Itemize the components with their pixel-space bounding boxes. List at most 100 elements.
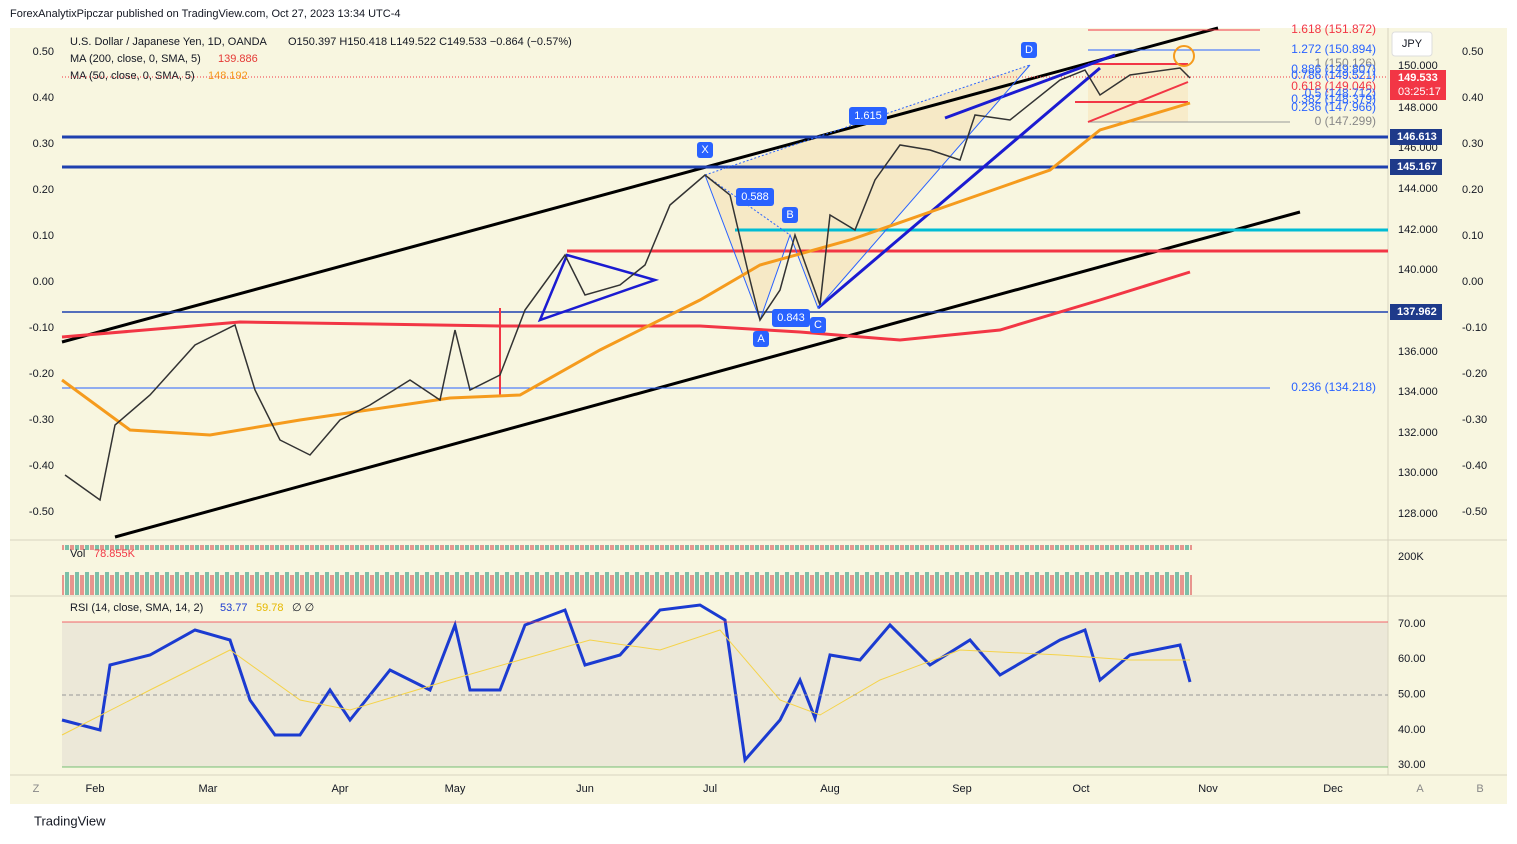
ma50-value: 148.192 (208, 70, 248, 82)
left-axis-label: -0.20 (29, 368, 54, 380)
month-label: Jun (576, 783, 594, 795)
zoom-button[interactable]: Z (33, 783, 40, 795)
right-axis-label: 136.000 (1398, 346, 1438, 358)
rsi-extra: ∅ ∅ (292, 602, 314, 614)
fib-label: 0.236 (147.966) (1291, 100, 1376, 114)
pattern-badge (753, 331, 769, 347)
currency-button[interactable] (1391, 31, 1433, 57)
level-tag (1390, 159, 1442, 175)
ma200-label: MA (200, close, 0, SMA, 5) (70, 53, 201, 65)
right-axis-label: 128.000 (1398, 508, 1438, 520)
right-axis-label: 144.000 (1398, 183, 1438, 195)
month-label: Feb (86, 783, 105, 795)
rsi-tick: 70.00 (1398, 618, 1426, 630)
left-axis-label: -0.50 (29, 506, 54, 518)
level-tag (1390, 304, 1442, 320)
rsi-value: 53.77 (220, 602, 248, 614)
fib-label: 0.382 (148.379) (1291, 92, 1376, 106)
left-axis-label: 0.10 (33, 230, 54, 242)
far-axis-label: 0.10 (1462, 230, 1483, 242)
rsi-tick: 40.00 (1398, 724, 1426, 736)
last-price: 149.533 (1398, 72, 1438, 84)
far-axis-label: 0.50 (1462, 46, 1483, 58)
far-axis-label: 0.40 (1462, 92, 1483, 104)
countdown: 03:25:17 (1398, 86, 1441, 98)
far-axis-label: -0.50 (1462, 506, 1487, 518)
pattern-badge (1021, 42, 1037, 58)
brand: TradingView (34, 813, 106, 828)
right-axis-label: 134.000 (1398, 386, 1438, 398)
currency[interactable]: JPY (1402, 38, 1423, 50)
left-axis-label: -0.30 (29, 414, 54, 426)
left-axis-label: 0.50 (33, 46, 54, 58)
month-label: Aug (820, 783, 840, 795)
rsi-tick: 60.00 (1398, 653, 1426, 665)
left-axis-label: 0.30 (33, 138, 54, 150)
ohlc: O150.397 H150.418 L149.522 C149.533 −0.8… (288, 36, 572, 48)
month-label: Dec (1323, 783, 1343, 795)
ma50-label: MA (50, close, 0, SMA, 5) (70, 70, 195, 82)
right-axis-label: 140.000 (1398, 264, 1438, 276)
far-axis-label: 0.20 (1462, 184, 1483, 196)
ratio-label: 1.615 (854, 110, 882, 122)
level-label: 145.167 (1397, 161, 1437, 173)
ratio-badge (772, 309, 810, 327)
ma200-value: 139.886 (218, 53, 258, 65)
pattern-label: X (701, 144, 709, 156)
pattern-badge (810, 317, 826, 333)
symbol: U.S. Dollar / Japanese Yen, 1D, OANDA (70, 36, 268, 48)
level-tag (1390, 129, 1442, 145)
left-axis-label: 0.00 (33, 276, 54, 288)
level-label: 137.962 (1397, 306, 1437, 318)
far-axis-label: -0.30 (1462, 414, 1487, 426)
ratio-badge (849, 107, 887, 125)
fib-label: 0.5 (148.712) (1305, 86, 1376, 100)
scale-button[interactable]: B (1476, 783, 1483, 795)
pattern-label: D (1025, 44, 1033, 56)
month-label: May (445, 783, 466, 795)
far-axis-label: -0.10 (1462, 322, 1487, 334)
right-axis-label: 130.000 (1398, 467, 1438, 479)
left-axis-label: 0.40 (33, 92, 54, 104)
month-label: Jul (703, 783, 717, 795)
pattern-label: C (814, 319, 822, 331)
far-axis-label: 0.30 (1462, 138, 1483, 150)
left-axis-label: 0.20 (33, 184, 54, 196)
fib-label: 1.272 (150.894) (1291, 42, 1376, 56)
far-axis-label: -0.20 (1462, 368, 1487, 380)
ratio-label: 0.843 (777, 312, 805, 324)
scale-button[interactable]: A (1416, 783, 1424, 795)
volume-value: 78.855K (94, 548, 136, 560)
drawings (61, 26, 1388, 768)
rsi-tick: 50.00 (1398, 689, 1426, 701)
fib-label: 0.618 (149.046) (1291, 79, 1376, 93)
publisher: ForexAnalytixPipczar published on Tradin… (10, 8, 401, 20)
right-axis-label: 148.000 (1398, 102, 1438, 114)
fib-label: 0.236 (134.218) (1291, 380, 1376, 394)
pattern-label: B (786, 209, 793, 221)
month-label: Apr (331, 783, 348, 795)
fib-label: 1.618 (151.872) (1291, 22, 1376, 36)
ratio-label: 0.588 (741, 191, 769, 203)
pattern-badge (697, 142, 713, 158)
fib-label: 0 (147.299) (1315, 114, 1376, 128)
rsi-tick: 30.00 (1398, 759, 1426, 771)
volume-label: Vol (70, 548, 85, 560)
volume-axis: 200K (1398, 551, 1424, 563)
far-axis-label: 0.00 (1462, 276, 1483, 288)
right-axis-label: 132.000 (1398, 427, 1438, 439)
left-axis-label: -0.10 (29, 322, 54, 334)
month-label: Nov (1198, 783, 1218, 795)
last-price-tag (1390, 70, 1446, 100)
fib-label: 0.886 (149.807) (1291, 62, 1376, 76)
fib-label: 1 (150.126) (1315, 56, 1376, 70)
fib-label: 0.786 (149.521) (1291, 68, 1376, 82)
rsi-sma: 59.78 (256, 602, 284, 614)
ratio-badge (736, 188, 774, 206)
month-label: Sep (952, 783, 972, 795)
rsi-label: RSI (14, close, SMA, 14, 2) (70, 602, 203, 614)
month-label: Oct (1072, 783, 1089, 795)
month-label: Mar (199, 783, 218, 795)
pattern-badge (782, 207, 798, 223)
